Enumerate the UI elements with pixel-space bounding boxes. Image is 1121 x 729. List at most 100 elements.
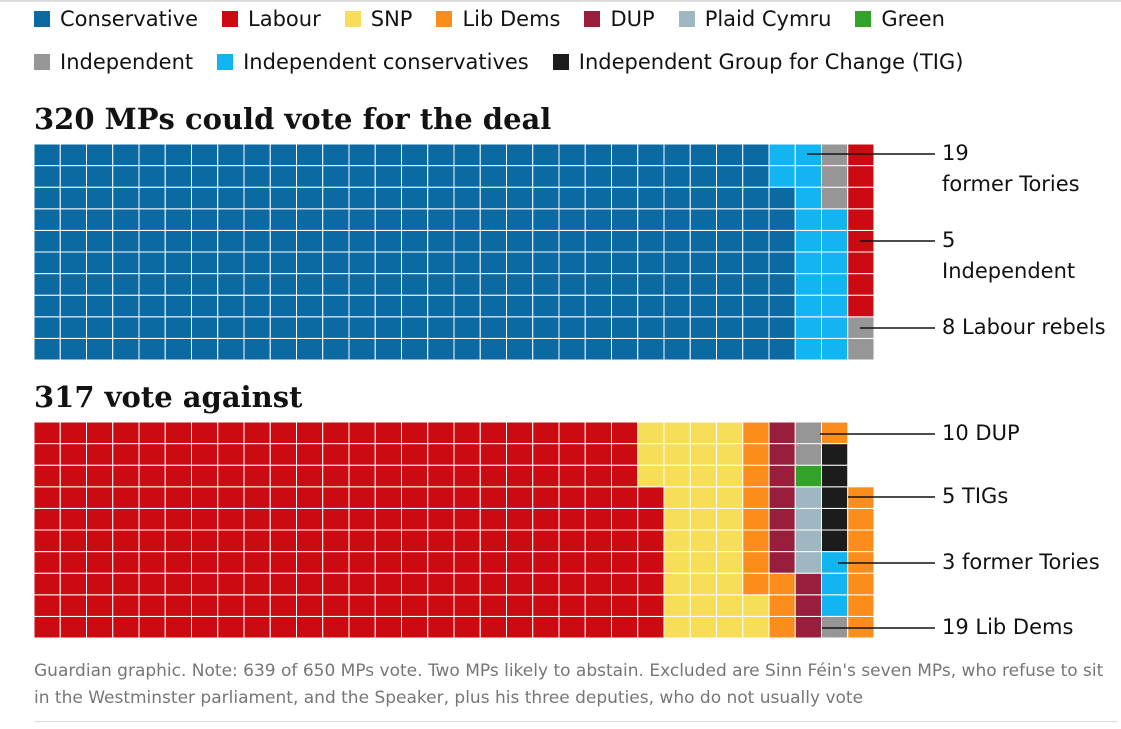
- waffle-cell-labour: [243, 615, 271, 639]
- waffle-cell-conservative: [532, 294, 560, 318]
- waffle-cell-conservative: [637, 208, 665, 231]
- waffle-cell-conservative: [269, 273, 297, 296]
- waffle-cell-conservative: [637, 273, 665, 296]
- waffle-cell-conservative: [427, 186, 455, 210]
- waffle-cell-conservative: [427, 294, 455, 318]
- bottom-rule: [34, 721, 1118, 722]
- waffle-cell-labour: [243, 486, 271, 509]
- waffle-cell-labour: [191, 615, 219, 639]
- waffle-cell-conservative: [427, 251, 455, 275]
- waffle-cell-conservative: [164, 229, 192, 253]
- waffle-cell-labour: [191, 486, 219, 509]
- waffle-cell-labour: [164, 421, 192, 445]
- waffle-cell-labour: [348, 464, 376, 488]
- waffle-cell-conservative: [558, 165, 586, 188]
- waffle-cell-labour: [847, 294, 875, 318]
- waffle-cell-conservative: [663, 143, 691, 167]
- waffle-cell-labour: [348, 572, 376, 596]
- annotation-line: former Tories: [942, 172, 1080, 196]
- waffle-cell-conservative: [269, 337, 297, 361]
- waffle-cell-conservative: [348, 165, 376, 188]
- waffle-cell-conservative: [584, 186, 612, 210]
- waffle-cell-dup: [768, 464, 796, 488]
- waffle-cell-dup: [794, 572, 822, 596]
- waffle-cell-labour: [479, 529, 507, 553]
- waffle-cell-labour: [269, 464, 297, 488]
- waffle-cell-labour: [348, 507, 376, 531]
- waffle-cell-conservative: [217, 208, 245, 231]
- waffle-cell-indcon: [794, 229, 822, 253]
- waffle-cell-snp: [716, 594, 744, 617]
- waffle-cell-labour: [322, 443, 350, 466]
- waffle-cell-labour: [532, 464, 560, 488]
- waffle-cell-labour: [296, 507, 324, 531]
- waffle-cell-conservative: [112, 143, 140, 167]
- waffle-cell-labour: [269, 594, 297, 617]
- waffle-cell-dup: [768, 486, 796, 509]
- waffle-cell-conservative: [138, 208, 166, 231]
- waffle-cell-conservative: [191, 165, 219, 188]
- waffle-cell-conservative: [374, 165, 402, 188]
- waffle-cell-conservative: [401, 337, 429, 361]
- waffle-cell-labour: [86, 443, 114, 466]
- waffle-cell-snp: [689, 615, 717, 639]
- waffle-cell-snp: [663, 594, 691, 617]
- waffle-cell-labour: [637, 594, 665, 617]
- waffle-cell-conservative: [506, 229, 534, 253]
- waffle-cell-labour: [479, 443, 507, 466]
- waffle-cell-conservative: [716, 208, 744, 231]
- waffle-cell-libdem: [742, 572, 770, 596]
- waffle-cell-labour: [348, 594, 376, 617]
- waffle-cell-labour: [296, 421, 324, 445]
- waffle-cell-labour: [164, 443, 192, 466]
- waffle-cell-conservative: [112, 186, 140, 210]
- waffle-cell-labour: [532, 443, 560, 466]
- waffle-cell-labour: [112, 551, 140, 574]
- waffle-cell-conservative: [86, 316, 114, 339]
- waffle-cell-labour: [112, 529, 140, 553]
- waffle-cell-labour: [112, 507, 140, 531]
- waffle-cell-labour: [611, 572, 639, 596]
- waffle-cell-labour: [401, 551, 429, 574]
- waffle-cell-conservative: [742, 186, 770, 210]
- waffle-cell-conservative: [296, 208, 324, 231]
- waffle-cell-conservative: [348, 186, 376, 210]
- waffle-cell-labour: [427, 421, 455, 445]
- leader-lines: [807, 153, 935, 629]
- legend-label: DUP: [610, 7, 655, 31]
- waffle-cell-conservative: [59, 273, 87, 296]
- waffle-cell-labour: [506, 572, 534, 596]
- legend-item-snp: SNP: [344, 7, 412, 31]
- waffle-cell-conservative: [217, 229, 245, 253]
- waffle-cell-snp: [742, 615, 770, 639]
- waffle-cell-conservative: [33, 186, 61, 210]
- waffle-cell-conservative: [637, 316, 665, 339]
- waffle-cell-dup: [794, 594, 822, 617]
- waffle-cell-indcon: [794, 165, 822, 188]
- waffle-cell-labour: [453, 572, 481, 596]
- waffle-cell-labour: [611, 421, 639, 445]
- waffle-cell-conservative: [453, 273, 481, 296]
- waffle-cell-conservative: [427, 229, 455, 253]
- annotation-tigs: 5 TIGs: [942, 481, 1008, 512]
- for-chart-title: 320 MPs could vote for the deal: [34, 102, 552, 136]
- waffle-cell-conservative: [374, 229, 402, 253]
- waffle-cell-labour: [401, 572, 429, 596]
- waffle-cell-indcon: [794, 186, 822, 210]
- waffle-cell-conservative: [33, 165, 61, 188]
- waffle-cell-labour: [191, 529, 219, 553]
- legend-item-libdem: Lib Dems: [436, 7, 560, 31]
- waffle-cell-conservative: [611, 229, 639, 253]
- waffle-cell-conservative: [663, 251, 691, 275]
- annotation-independent: 5 Independent: [942, 225, 1075, 287]
- waffle-cell-labour: [427, 507, 455, 531]
- waffle-cell-conservative: [427, 273, 455, 296]
- waffle-cell-labour: [191, 594, 219, 617]
- waffle-cell-conservative: [296, 143, 324, 167]
- waffle-cell-labour: [374, 594, 402, 617]
- waffle-cell-labour: [296, 443, 324, 466]
- top-rule: [0, 0, 1121, 2]
- waffle-cell-snp: [716, 421, 744, 445]
- waffle-cell-conservative: [427, 143, 455, 167]
- waffle-cell-labour: [558, 615, 586, 639]
